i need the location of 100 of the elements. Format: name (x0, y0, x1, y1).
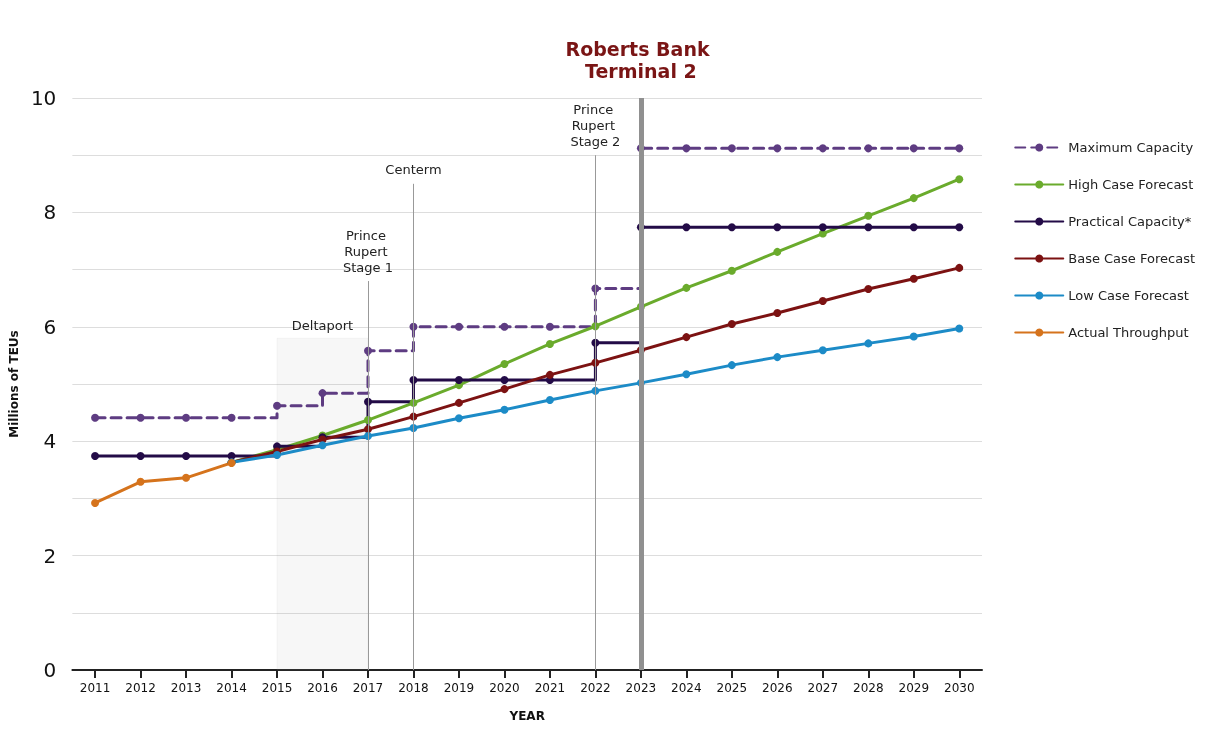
point (773, 353, 782, 362)
x-tick-label: 2029 (898, 681, 930, 695)
ref-line-label: Centerm (385, 162, 442, 178)
y-tick-label: 8 (43, 200, 57, 225)
point (318, 389, 327, 398)
point (136, 452, 145, 461)
x-tick-label: 2014 (216, 681, 247, 695)
x-tick-label: 2019 (443, 681, 475, 695)
ref-line-label: Prince Rupert Stage 1 (343, 227, 393, 275)
x-tick-label: 2013 (170, 681, 202, 695)
point (136, 477, 145, 486)
point (545, 370, 554, 379)
point (91, 413, 100, 422)
point (182, 473, 191, 482)
point (545, 396, 554, 405)
point (727, 223, 736, 232)
point (864, 144, 873, 153)
point (864, 285, 873, 294)
point (182, 452, 191, 461)
y-tick-label: 2 (43, 543, 57, 568)
point (500, 322, 509, 331)
point (864, 211, 873, 220)
point (955, 223, 964, 232)
point (91, 498, 100, 507)
x-tick-label: 2023 (625, 681, 657, 695)
point (682, 144, 691, 153)
point (818, 229, 827, 238)
y-tick-label: 10 (30, 86, 57, 110)
x-tick-label: 2011 (79, 681, 111, 695)
point (818, 144, 827, 153)
point (955, 263, 964, 272)
x-tick-label: 2012 (125, 681, 156, 695)
band-label: Deltaport (291, 317, 354, 333)
point (864, 223, 873, 232)
point (909, 274, 918, 283)
point (545, 339, 554, 348)
x-axis-title: YEAR (508, 709, 545, 723)
ref-line-label: Prince Rupert Stage 2 (570, 101, 621, 149)
point (818, 297, 827, 306)
y-tick-label: 0 (43, 658, 57, 682)
ref-line-label: Roberts Bank Terminal 2 (565, 38, 717, 82)
point (500, 359, 509, 368)
point (727, 361, 736, 370)
point (955, 324, 964, 333)
point (818, 346, 827, 355)
point (682, 283, 691, 292)
point (909, 332, 918, 341)
legend-label: Actual Throughput (1068, 325, 1189, 340)
point (454, 398, 463, 407)
x-tick-label: 2020 (489, 681, 520, 695)
point (682, 223, 691, 232)
point (682, 370, 691, 379)
x-tick-label: 2028 (853, 681, 884, 695)
point (136, 413, 145, 422)
point (727, 144, 736, 153)
point (682, 333, 691, 342)
x-tick-label: 2024 (671, 681, 702, 695)
point (773, 144, 782, 153)
legend-label: Maximum Capacity (1068, 140, 1194, 155)
point (864, 339, 873, 348)
point (727, 319, 736, 328)
point (773, 309, 782, 318)
point (773, 247, 782, 256)
point (500, 385, 509, 394)
point (909, 223, 918, 232)
point (818, 223, 827, 232)
point (454, 414, 463, 423)
x-tick-label: 2030 (943, 681, 975, 695)
point (500, 376, 509, 384)
point (182, 413, 191, 422)
point (909, 144, 918, 153)
y-axis-title: Millions of TEUs (7, 330, 21, 438)
point (773, 223, 782, 232)
point (909, 194, 918, 203)
point (227, 413, 236, 422)
legend-label: Low Case Forecast (1068, 288, 1189, 303)
y-tick-label: 4 (43, 429, 57, 454)
x-tick-label: 2017 (352, 681, 384, 695)
point (454, 322, 463, 331)
legend-label: Practical Capacity* (1068, 214, 1192, 229)
x-tick-label: 2015 (261, 681, 293, 695)
x-tick-label: 2026 (762, 681, 793, 695)
point (273, 401, 282, 410)
point (955, 175, 964, 184)
point (500, 405, 509, 414)
legend-label: High Case Forecast (1068, 177, 1194, 192)
point (545, 322, 554, 331)
point (318, 441, 327, 450)
point (955, 144, 964, 153)
x-tick-label: 2027 (807, 681, 839, 695)
x-tick-label: 2016 (307, 681, 338, 695)
y-tick-label: 6 (43, 314, 57, 339)
legend-label: Base Case Forecast (1068, 251, 1196, 266)
point (454, 376, 463, 384)
x-tick-label: 2025 (716, 681, 748, 695)
x-tick-label: 2021 (534, 681, 566, 695)
point (727, 266, 736, 275)
x-tick-label: 2022 (580, 681, 611, 695)
x-tick-label: 2018 (398, 681, 429, 695)
point (91, 452, 100, 461)
